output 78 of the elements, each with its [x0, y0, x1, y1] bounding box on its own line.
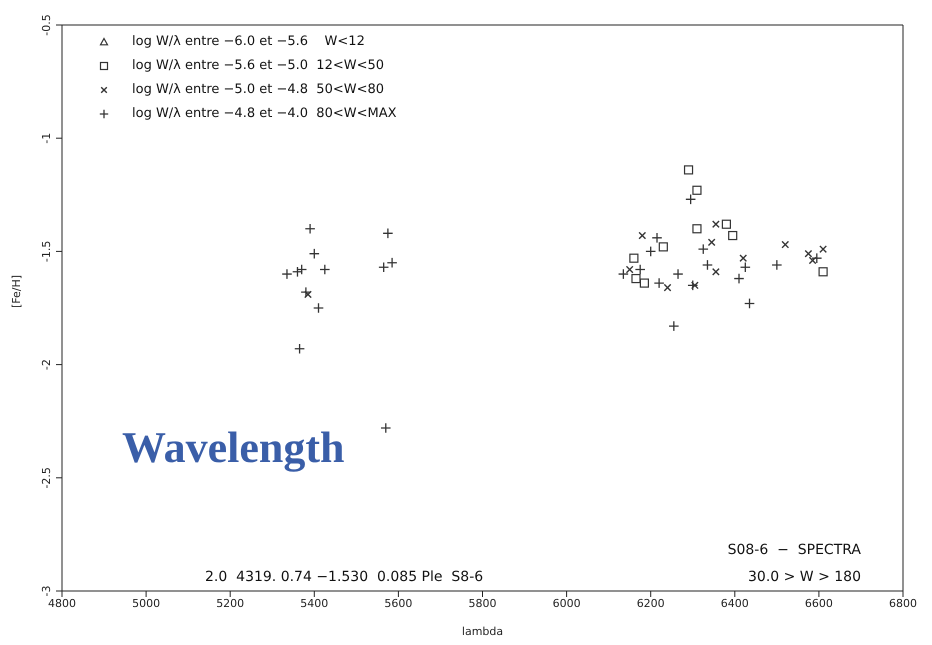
annotation: Wavelength	[122, 423, 344, 472]
point	[684, 165, 694, 174]
point	[294, 343, 306, 354]
y-tick-label: -2	[40, 359, 53, 370]
x-axis-title: lambda	[462, 625, 504, 638]
annotation: 2.0 4319. 0.74 −1.530 0.085 Ple S8-6	[205, 569, 484, 585]
point	[712, 220, 720, 228]
y-tick-label: -1	[40, 132, 53, 144]
point	[664, 284, 672, 292]
point	[638, 232, 646, 240]
point	[629, 254, 638, 263]
point	[618, 268, 629, 280]
x-tick-label: 6800	[889, 596, 917, 610]
point	[690, 281, 699, 290]
point	[728, 230, 738, 240]
x-tick-label: 6200	[636, 596, 665, 610]
y-axis-title: [Fe/H]	[10, 274, 23, 308]
point	[386, 257, 398, 268]
legend-label: log W/λ entre −5.0 et −4.8 50<W<80	[132, 81, 384, 99]
point	[378, 262, 390, 273]
point	[626, 266, 634, 274]
point	[685, 194, 696, 205]
legend-label: log W/λ entre −6.0 et −5.6 W<12	[132, 33, 365, 51]
x-tick-label: 5600	[384, 596, 412, 610]
point	[804, 250, 812, 258]
point	[634, 264, 646, 275]
point	[292, 266, 303, 278]
point	[668, 320, 680, 332]
x-tick-label: 5800	[468, 596, 496, 610]
x-tick-label: 5400	[300, 596, 328, 610]
x-tick-label: 6400	[720, 596, 749, 610]
x-tick-label: 5000	[132, 596, 160, 610]
point	[308, 248, 320, 260]
point	[380, 422, 392, 434]
point	[712, 268, 720, 276]
legend-label: log W/λ entre −4.8 et −4.0 80<W<MAX	[132, 105, 396, 123]
y-tick-label: -3	[40, 586, 53, 596]
point	[771, 260, 782, 270]
point	[819, 245, 828, 254]
point	[304, 223, 316, 234]
point	[692, 224, 702, 234]
point	[319, 264, 330, 275]
point	[698, 244, 709, 255]
point	[282, 268, 292, 280]
point	[300, 286, 312, 298]
x-tick-label: 6600	[804, 596, 833, 610]
x-tick-label: 5200	[216, 596, 244, 610]
point	[687, 280, 698, 291]
annotation: 30.0 > W > 180	[748, 569, 861, 585]
annotation: S08-6 − SPECTRA	[728, 542, 862, 558]
point	[654, 278, 665, 289]
point	[672, 268, 684, 280]
y-tick-label: -2.5	[40, 467, 53, 489]
point	[708, 238, 716, 246]
x-tick-label: 4800	[48, 596, 76, 610]
point	[739, 254, 748, 262]
point	[781, 240, 790, 249]
y-tick-label: -1.5	[40, 240, 53, 262]
x-tick-label: 6000	[552, 596, 581, 610]
point	[658, 242, 668, 252]
legend-label: log W/λ entre −5.6 et −5.0 12<W<50	[132, 57, 384, 75]
point	[640, 278, 649, 288]
point	[652, 232, 662, 244]
y-tick-label: -0.5	[40, 14, 53, 36]
point	[631, 274, 641, 284]
point	[296, 264, 308, 275]
point	[382, 228, 394, 239]
point	[744, 298, 755, 309]
point	[818, 267, 828, 276]
point	[740, 262, 751, 273]
point	[304, 290, 312, 298]
point	[734, 273, 744, 284]
point	[702, 260, 713, 270]
point	[313, 302, 324, 314]
point	[645, 246, 656, 257]
point	[722, 220, 731, 229]
point	[692, 186, 702, 195]
point	[811, 252, 822, 264]
